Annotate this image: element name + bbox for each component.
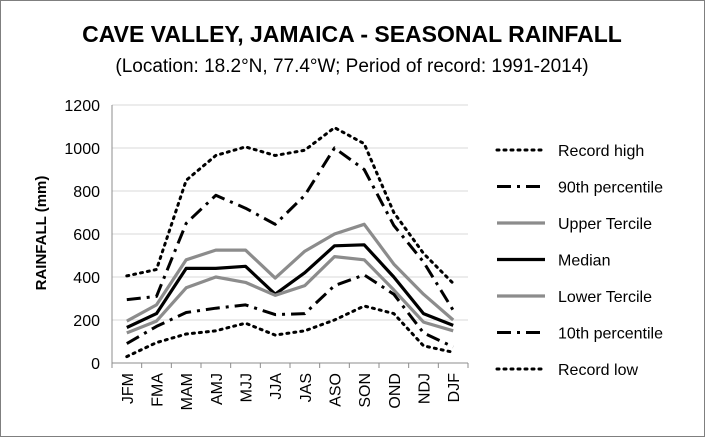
series-layer (125, 126, 455, 359)
x-tick-label: MAM (179, 373, 196, 410)
series-line-4 (126, 255, 454, 335)
legend-label-5: 10th percentile (558, 326, 663, 343)
y-tick-label: 1200 (64, 98, 100, 115)
series-line-1 (126, 146, 455, 312)
y-tick-label: 400 (73, 270, 100, 287)
x-tick-label: SON (357, 373, 374, 408)
x-tick-label: AMJ (209, 373, 226, 405)
x-tick-label: MJJ (239, 373, 256, 402)
x-tick-label: FMA (150, 373, 167, 407)
x-tick-label: ASO (328, 373, 345, 407)
legend-label-2: Upper Tercile (558, 216, 652, 233)
grid-layer (112, 104, 468, 364)
series-line-5 (126, 273, 454, 349)
y-tick-label: 1000 (64, 141, 100, 158)
chart-title: CAVE VALLEY, JAMAICA - SEASONAL RAINFALL (82, 21, 622, 47)
series-line-0 (125, 126, 455, 285)
legend: Record high 90th percentile Upper Tercile M… (495, 143, 663, 379)
chart-subtitle: (Location: 18.2°N, 77.4°W; Period of rec… (115, 56, 588, 77)
series-line-2 (126, 222, 455, 323)
legend-label-3: Median (558, 253, 610, 270)
y-axis-label: RAINFALL (mm) (33, 176, 50, 291)
y-tick-label: 800 (73, 184, 100, 201)
x-tick-label: NDJ (417, 373, 434, 404)
axis-layer: 0 200 400 600 800 1000 1200 JFM FMA MAM AMJ MJJ JJA J… (64, 98, 469, 410)
x-tick-label: JAS (298, 373, 315, 402)
x-tick-label: JFM (120, 373, 137, 404)
legend-label-0: Record high (558, 143, 644, 160)
y-tick-label: 600 (73, 227, 100, 244)
series-line-6 (125, 304, 455, 359)
y-tick-label: 0 (91, 356, 100, 373)
legend-label-1: 90th percentile (558, 180, 663, 197)
series-line-3 (126, 243, 454, 329)
y-tick-label: 200 (73, 313, 100, 330)
x-tick-label: OND (387, 373, 404, 409)
legend-label-6: Record low (558, 362, 638, 379)
x-tick-label: JJA (268, 373, 285, 400)
legend-label-4: Lower Tercile (558, 289, 652, 306)
x-tick-label: DJF (446, 373, 463, 403)
